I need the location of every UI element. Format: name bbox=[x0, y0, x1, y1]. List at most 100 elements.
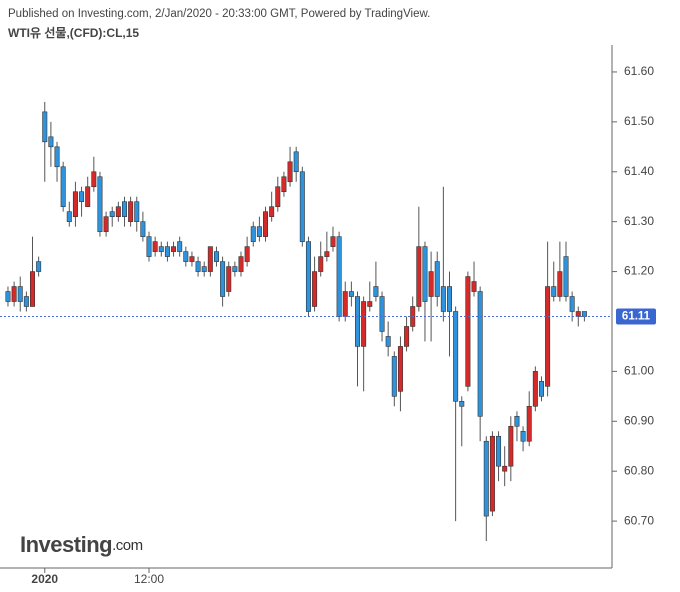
candle-body bbox=[263, 211, 269, 237]
candle-body bbox=[134, 201, 140, 222]
candle-body bbox=[324, 251, 330, 257]
candle-body bbox=[496, 435, 502, 467]
candle-body bbox=[459, 401, 465, 407]
candle-body bbox=[391, 356, 397, 397]
candle-body bbox=[36, 261, 42, 272]
y-tick-label: 61.50 bbox=[624, 114, 654, 128]
candle-body bbox=[520, 430, 526, 442]
candle-body bbox=[103, 216, 109, 232]
candle-body bbox=[164, 246, 170, 257]
candle-body bbox=[557, 271, 563, 297]
candle-body bbox=[416, 246, 422, 307]
candle-body bbox=[79, 191, 85, 203]
candle-body bbox=[226, 266, 232, 292]
candle-body bbox=[42, 111, 48, 143]
candle-body bbox=[538, 381, 544, 397]
candle-body bbox=[189, 256, 195, 262]
candle-body bbox=[201, 266, 207, 272]
candle-body bbox=[23, 296, 29, 307]
candle-body bbox=[477, 291, 483, 417]
candle-body bbox=[305, 241, 311, 312]
candle-body bbox=[532, 371, 538, 407]
y-tick-label: 61.20 bbox=[624, 264, 654, 278]
candle-body bbox=[183, 251, 189, 262]
last-price-box bbox=[616, 308, 656, 325]
candle-body bbox=[11, 286, 17, 302]
candle-body bbox=[434, 261, 440, 297]
candle-body bbox=[60, 166, 66, 207]
last-price-label: 61.11 bbox=[622, 311, 651, 323]
candle-body bbox=[545, 286, 551, 387]
candle-body bbox=[569, 296, 575, 312]
candle-body bbox=[275, 186, 281, 207]
candle-body bbox=[85, 186, 91, 207]
x-tick-label: 2020 bbox=[31, 572, 58, 586]
candle-body bbox=[342, 291, 348, 317]
candle-body bbox=[508, 425, 514, 467]
candle-body bbox=[581, 311, 587, 317]
candle-body bbox=[551, 286, 557, 297]
candle-body bbox=[256, 226, 262, 237]
candle-body bbox=[171, 246, 177, 252]
candle-body bbox=[72, 191, 78, 217]
candle-body bbox=[404, 326, 410, 347]
candle-body bbox=[238, 256, 244, 272]
candle-body bbox=[54, 146, 60, 168]
candle-body bbox=[563, 256, 569, 297]
candle-body bbox=[336, 236, 342, 317]
y-tick-label: 60.70 bbox=[624, 513, 654, 527]
candle-body bbox=[318, 256, 324, 272]
header: Published on Investing.com, 2/Jan/2020 -… bbox=[8, 8, 430, 20]
candle-body bbox=[453, 311, 459, 402]
candle-body bbox=[115, 206, 121, 217]
logo-suffix: .com bbox=[112, 537, 143, 554]
candle-body bbox=[348, 291, 354, 297]
y-tick-label: 61.60 bbox=[624, 64, 654, 78]
candle-body bbox=[244, 246, 250, 262]
candle-body bbox=[312, 271, 318, 307]
logo-name: Investing bbox=[20, 532, 112, 557]
candle-body bbox=[428, 271, 434, 297]
y-tick-label: 61.00 bbox=[624, 364, 654, 378]
candle-body bbox=[465, 276, 471, 387]
candle-body bbox=[91, 171, 97, 188]
candle-body bbox=[361, 301, 367, 347]
candle-body bbox=[140, 221, 146, 237]
y-tick-label: 61.40 bbox=[624, 164, 654, 178]
candle-body bbox=[483, 440, 489, 517]
candle-body bbox=[269, 206, 275, 217]
candle-body bbox=[146, 236, 152, 257]
candle-body bbox=[367, 301, 373, 307]
chart-title: WTI유 선물,(CFD):CL,15 bbox=[8, 25, 139, 40]
candle-body bbox=[177, 241, 183, 252]
candle-body bbox=[471, 281, 477, 292]
y-tick-label: 60.90 bbox=[624, 413, 654, 427]
candle-body bbox=[250, 226, 256, 242]
candle-body bbox=[48, 136, 54, 148]
candle-body bbox=[158, 246, 164, 252]
candle-body bbox=[128, 201, 134, 222]
candle-body bbox=[30, 271, 36, 307]
candle-body bbox=[575, 311, 581, 317]
candle-body bbox=[440, 286, 446, 312]
y-tick-label: 60.80 bbox=[624, 463, 654, 477]
x-tick-label: 12:00 bbox=[134, 572, 164, 586]
candle-body bbox=[422, 246, 428, 302]
candle-body bbox=[207, 246, 213, 272]
logo: Investing.com bbox=[20, 532, 143, 557]
candle-body bbox=[293, 151, 299, 173]
candle-body bbox=[220, 261, 226, 297]
candle-body bbox=[489, 435, 495, 512]
candle-body bbox=[526, 406, 532, 442]
candle-body bbox=[355, 296, 361, 347]
candle-body bbox=[446, 286, 452, 312]
candle-body bbox=[121, 201, 127, 217]
candle-body bbox=[109, 211, 115, 217]
candle-body bbox=[397, 346, 403, 392]
candle-body bbox=[152, 241, 158, 252]
candle-body bbox=[66, 211, 72, 222]
candle-body bbox=[232, 266, 238, 272]
candle-body bbox=[373, 286, 379, 297]
candle-body bbox=[213, 251, 219, 262]
